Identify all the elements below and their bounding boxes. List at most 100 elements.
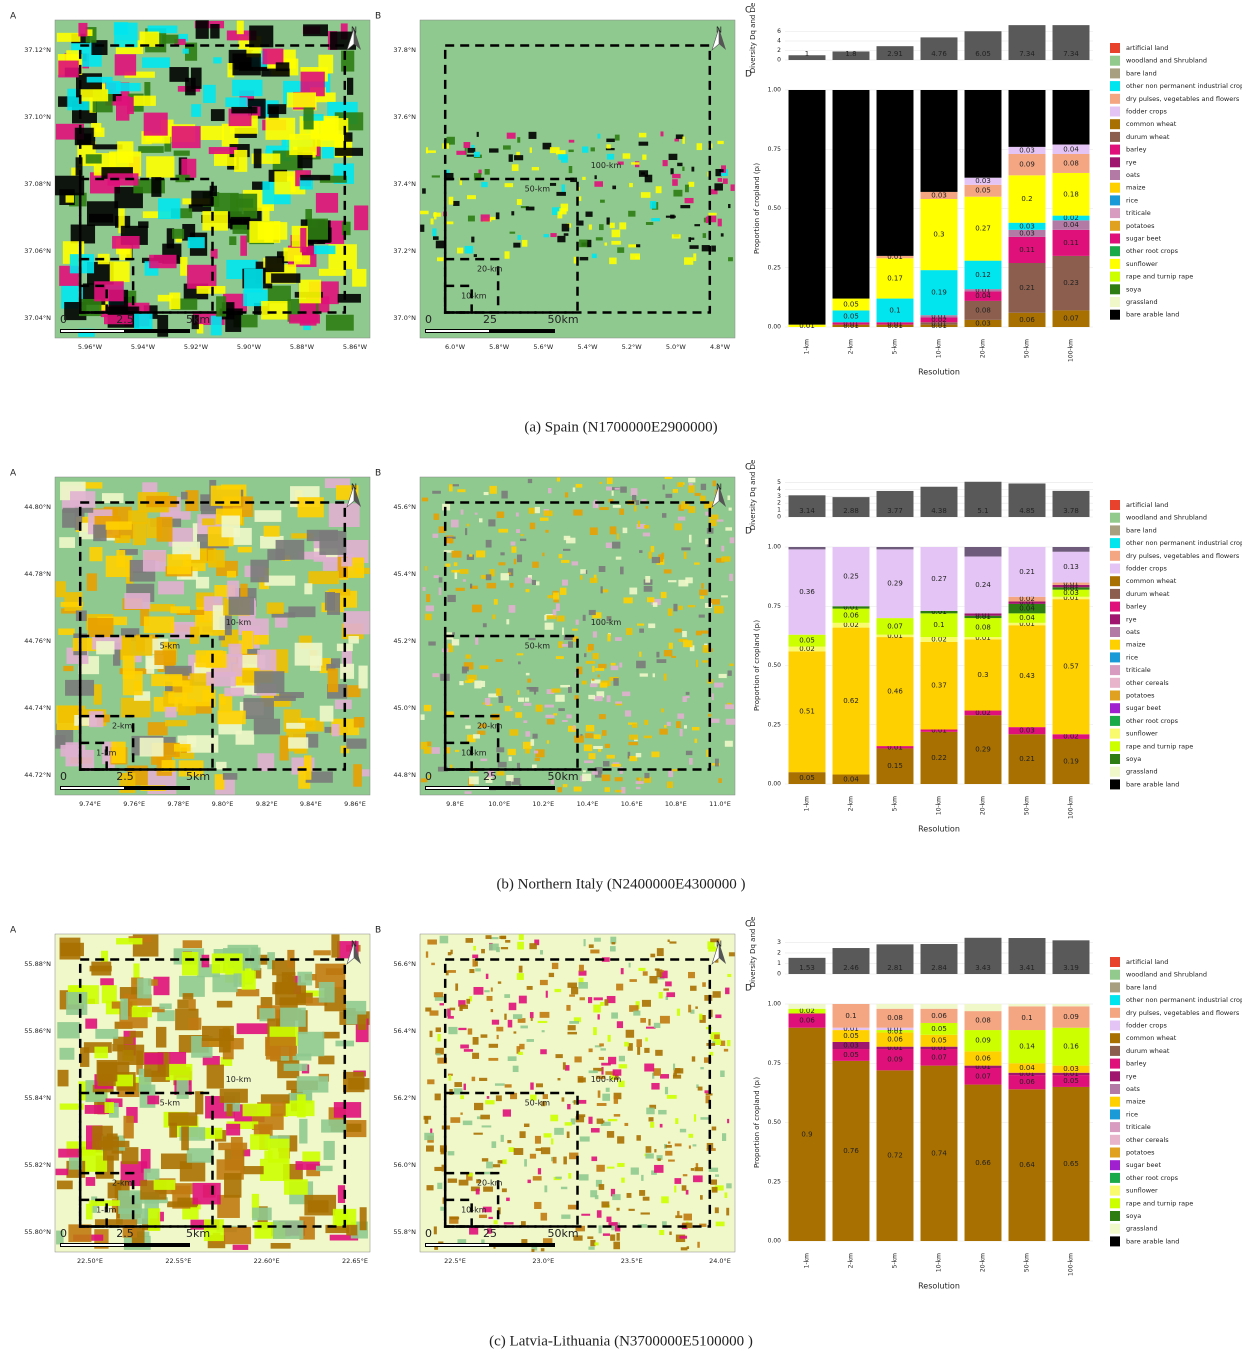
map-patch [500, 935, 507, 940]
bar-segment [788, 651, 826, 773]
y-tick-label: 5 [777, 479, 781, 486]
map-patch [124, 593, 151, 609]
map-patch [227, 62, 235, 78]
segment-label: 0.01 [975, 613, 991, 621]
map-patch [420, 224, 425, 232]
map-patch [545, 990, 548, 998]
map-patch [672, 769, 678, 772]
y-tick-label: 0.50 [768, 205, 782, 212]
bar-segment [920, 270, 958, 316]
map-patch [55, 1168, 69, 1176]
map-patch [595, 1179, 602, 1187]
map-y-tick: 37.4°N [393, 180, 416, 188]
map-patch [342, 221, 351, 236]
map-patch [327, 668, 339, 693]
segment-label: 0.1 [845, 1012, 856, 1020]
map-patch [187, 264, 217, 289]
map-patch [202, 1056, 220, 1066]
map-patch [429, 1030, 433, 1038]
map-patch [179, 975, 205, 997]
legend-swatch [1110, 309, 1120, 320]
map-x-tick: 9.86°E [344, 800, 366, 808]
map-patch [196, 285, 226, 294]
map-patch [573, 256, 577, 264]
bar-segment [920, 324, 958, 327]
map-patch [184, 42, 198, 61]
map-patch [561, 559, 570, 563]
map-patch [614, 777, 623, 782]
map-patch [652, 1072, 655, 1079]
extent-box [78, 177, 214, 314]
map-patch [120, 697, 151, 718]
map-patch [558, 554, 563, 559]
map-patch [164, 706, 177, 718]
map-patch [478, 518, 483, 523]
x-tick-label: 1-km [804, 339, 811, 354]
x-tick-label: 10-km [936, 339, 943, 358]
map-patch [105, 521, 132, 530]
segment-label: 0.65 [1063, 1160, 1079, 1168]
map-patch [472, 604, 482, 613]
map-patch [447, 1073, 453, 1076]
map-patch [711, 693, 714, 701]
map-patch [463, 662, 474, 670]
map-patch [460, 1044, 469, 1049]
map-patch [690, 1168, 695, 1171]
y-tick-label: 0.25 [768, 264, 782, 271]
map-patch [517, 137, 521, 143]
map-patch [496, 688, 501, 696]
extent-box [78, 501, 347, 771]
map-patch [445, 970, 449, 976]
map-patch [420, 714, 425, 720]
map-patch [181, 1126, 189, 1151]
legend-swatch [1110, 1109, 1120, 1120]
map-patch [577, 1077, 586, 1083]
map-patch [454, 1082, 462, 1087]
map-patch [305, 209, 312, 226]
map-patch [553, 592, 560, 600]
map-patch [69, 254, 95, 274]
segment-label: 0.29 [975, 746, 991, 754]
map-patch [541, 1030, 545, 1033]
map-patch [495, 1095, 502, 1102]
segment-label: 0.01 [843, 319, 859, 327]
map-patch [529, 1012, 534, 1019]
bar-segment [832, 322, 870, 325]
segment-label: 0.06 [843, 612, 859, 620]
map-patch [469, 583, 473, 589]
map-patch [674, 1178, 682, 1184]
map-patch [714, 758, 719, 767]
map-patch [236, 20, 244, 35]
map-patch [328, 588, 351, 596]
map-patch [617, 1136, 625, 1144]
map-patch [568, 641, 574, 648]
map-patch [469, 1226, 479, 1235]
legend-swatch [1110, 220, 1120, 231]
map-patch [484, 169, 490, 175]
legend-swatch [1110, 639, 1120, 650]
map-patch [637, 520, 641, 527]
map-patch [517, 235, 521, 240]
map-patch [485, 539, 492, 548]
map-patch [594, 181, 603, 187]
map-patch [600, 1121, 611, 1126]
map-patch [469, 776, 479, 785]
legend-swatch [1110, 1071, 1120, 1082]
bar-segment [964, 1011, 1002, 1031]
map-patch [571, 987, 579, 995]
segment-label: 0.08 [975, 1017, 991, 1025]
map-patch [688, 971, 695, 979]
map-patch [653, 1022, 661, 1028]
x-tick-label: 1-km [804, 796, 811, 811]
segment-label: 0.04 [1019, 605, 1035, 613]
map-x-tick: 23.5°E [621, 1257, 643, 1265]
segment-label: 0.03 [975, 319, 991, 327]
legend-label: maize [1126, 184, 1146, 192]
map-patch [496, 1026, 504, 1032]
map-x-tick: 22.5°E [444, 1257, 466, 1265]
bar-segment [964, 715, 1002, 784]
map-patch [530, 1082, 534, 1090]
extent-box [443, 634, 579, 771]
bar-segment [964, 90, 1002, 178]
map-patch [265, 1036, 296, 1056]
